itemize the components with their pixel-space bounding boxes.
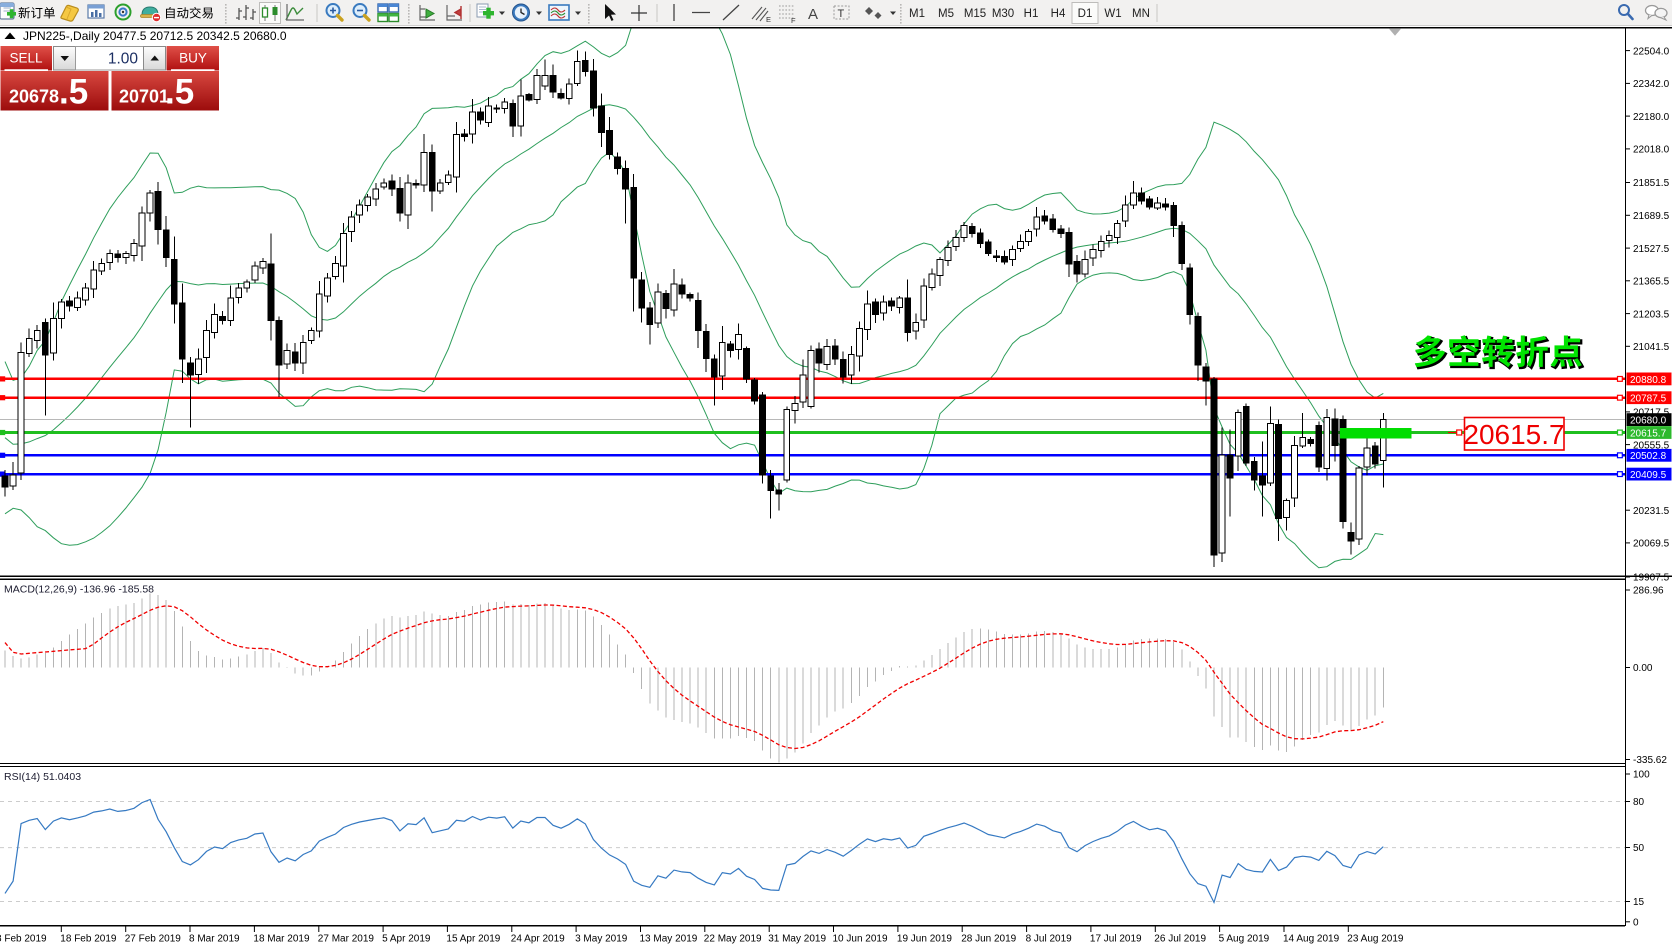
svg-text:10 Jun 2019: 10 Jun 2019 (833, 934, 888, 945)
svg-text:18 Feb 2019: 18 Feb 2019 (60, 934, 117, 945)
svg-text:8 Feb 2019: 8 Feb 2019 (0, 934, 47, 945)
svg-text:.5: .5 (165, 73, 194, 112)
svg-text:H4: H4 (1051, 8, 1066, 20)
svg-text:8 Jul 2019: 8 Jul 2019 (1026, 934, 1073, 945)
svg-text:19907.5: 19907.5 (1633, 573, 1670, 584)
svg-text:13 May 2019: 13 May 2019 (640, 934, 698, 945)
svg-text:3 May 2019: 3 May 2019 (575, 934, 628, 945)
svg-text:1.00: 1.00 (108, 51, 139, 68)
svg-text:20615.7: 20615.7 (1630, 428, 1667, 439)
svg-text:M15: M15 (964, 8, 986, 20)
svg-text:T: T (838, 8, 845, 20)
svg-text:20678: 20678 (9, 87, 59, 107)
svg-text:20717.5: 20717.5 (1633, 408, 1670, 419)
svg-text:26 Jul 2019: 26 Jul 2019 (1154, 934, 1206, 945)
svg-text:JPN225-,Daily 20477.5 20712.5: JPN225-,Daily 20477.5 20712.5 20342.5 20… (23, 29, 287, 43)
svg-text:D1: D1 (1078, 8, 1093, 20)
svg-text:21851.5: 21851.5 (1633, 178, 1670, 189)
svg-text:22018.0: 22018.0 (1633, 145, 1670, 156)
svg-text:20701: 20701 (119, 87, 169, 107)
svg-text:0: 0 (1633, 918, 1639, 929)
svg-text:21527.5: 21527.5 (1633, 244, 1670, 255)
svg-text:21203.5: 21203.5 (1633, 309, 1670, 320)
svg-text:50: 50 (1633, 843, 1645, 854)
svg-text:W1: W1 (1104, 8, 1121, 20)
svg-text:20787.5: 20787.5 (1630, 394, 1667, 405)
svg-text:A: A (808, 6, 818, 23)
svg-text:15 Apr 2019: 15 Apr 2019 (446, 934, 500, 945)
svg-text:27 Feb 2019: 27 Feb 2019 (125, 934, 182, 945)
svg-text:20680.0: 20680.0 (1630, 416, 1667, 427)
svg-text:22180.0: 22180.0 (1633, 112, 1670, 123)
svg-text:31 May 2019: 31 May 2019 (768, 934, 826, 945)
svg-text:23 Aug 2019: 23 Aug 2019 (1347, 934, 1404, 945)
svg-text:F: F (791, 16, 796, 25)
svg-text:5 Aug 2019: 5 Aug 2019 (1219, 934, 1270, 945)
svg-text:19 Jun 2019: 19 Jun 2019 (897, 934, 952, 945)
svg-text:21365.5: 21365.5 (1633, 277, 1670, 288)
svg-text:20880.8: 20880.8 (1630, 375, 1667, 386)
svg-text:17 Jul 2019: 17 Jul 2019 (1090, 934, 1142, 945)
svg-text:MACD(12,26,9) -136.96 -185.58: MACD(12,26,9) -136.96 -185.58 (4, 584, 154, 596)
svg-text:24 Apr 2019: 24 Apr 2019 (511, 934, 565, 945)
svg-text:M1: M1 (909, 8, 925, 20)
svg-text:M30: M30 (992, 8, 1014, 20)
svg-text:80: 80 (1633, 797, 1645, 808)
svg-text:SELL: SELL (9, 51, 43, 66)
svg-text:20409.5: 20409.5 (1630, 470, 1667, 481)
svg-text:5 Apr 2019: 5 Apr 2019 (382, 934, 431, 945)
svg-text:22 May 2019: 22 May 2019 (704, 934, 762, 945)
svg-text:20615.7: 20615.7 (1463, 419, 1564, 450)
svg-text:28 Jun 2019: 28 Jun 2019 (961, 934, 1016, 945)
svg-text:H1: H1 (1024, 8, 1039, 20)
svg-text:15: 15 (1633, 897, 1645, 908)
svg-text:M5: M5 (938, 8, 954, 20)
svg-text:0.00: 0.00 (1633, 663, 1653, 674)
svg-text:8 Mar 2019: 8 Mar 2019 (189, 934, 240, 945)
svg-text:22504.0: 22504.0 (1633, 46, 1670, 57)
svg-text:.5: .5 (59, 73, 88, 112)
svg-text:21689.5: 21689.5 (1633, 211, 1670, 222)
svg-text:27 Mar 2019: 27 Mar 2019 (318, 934, 375, 945)
svg-text:18 Mar 2019: 18 Mar 2019 (253, 934, 310, 945)
svg-text:BUY: BUY (179, 51, 207, 66)
svg-text:-335.62: -335.62 (1633, 755, 1667, 766)
svg-text:E: E (766, 15, 771, 24)
svg-text:RSI(14) 51.0403: RSI(14) 51.0403 (4, 771, 81, 783)
svg-text:21041.5: 21041.5 (1633, 342, 1670, 353)
svg-text:20069.5: 20069.5 (1633, 539, 1670, 550)
svg-text:286.96: 286.96 (1633, 586, 1664, 597)
svg-text:100: 100 (1633, 770, 1650, 781)
svg-text:14 Aug 2019: 14 Aug 2019 (1283, 934, 1340, 945)
svg-text:20555.5: 20555.5 (1633, 440, 1670, 451)
svg-text:MN: MN (1132, 8, 1150, 20)
svg-text:20231.5: 20231.5 (1633, 506, 1670, 517)
svg-text:20502.8: 20502.8 (1630, 451, 1667, 462)
svg-text:22342.0: 22342.0 (1633, 79, 1670, 90)
